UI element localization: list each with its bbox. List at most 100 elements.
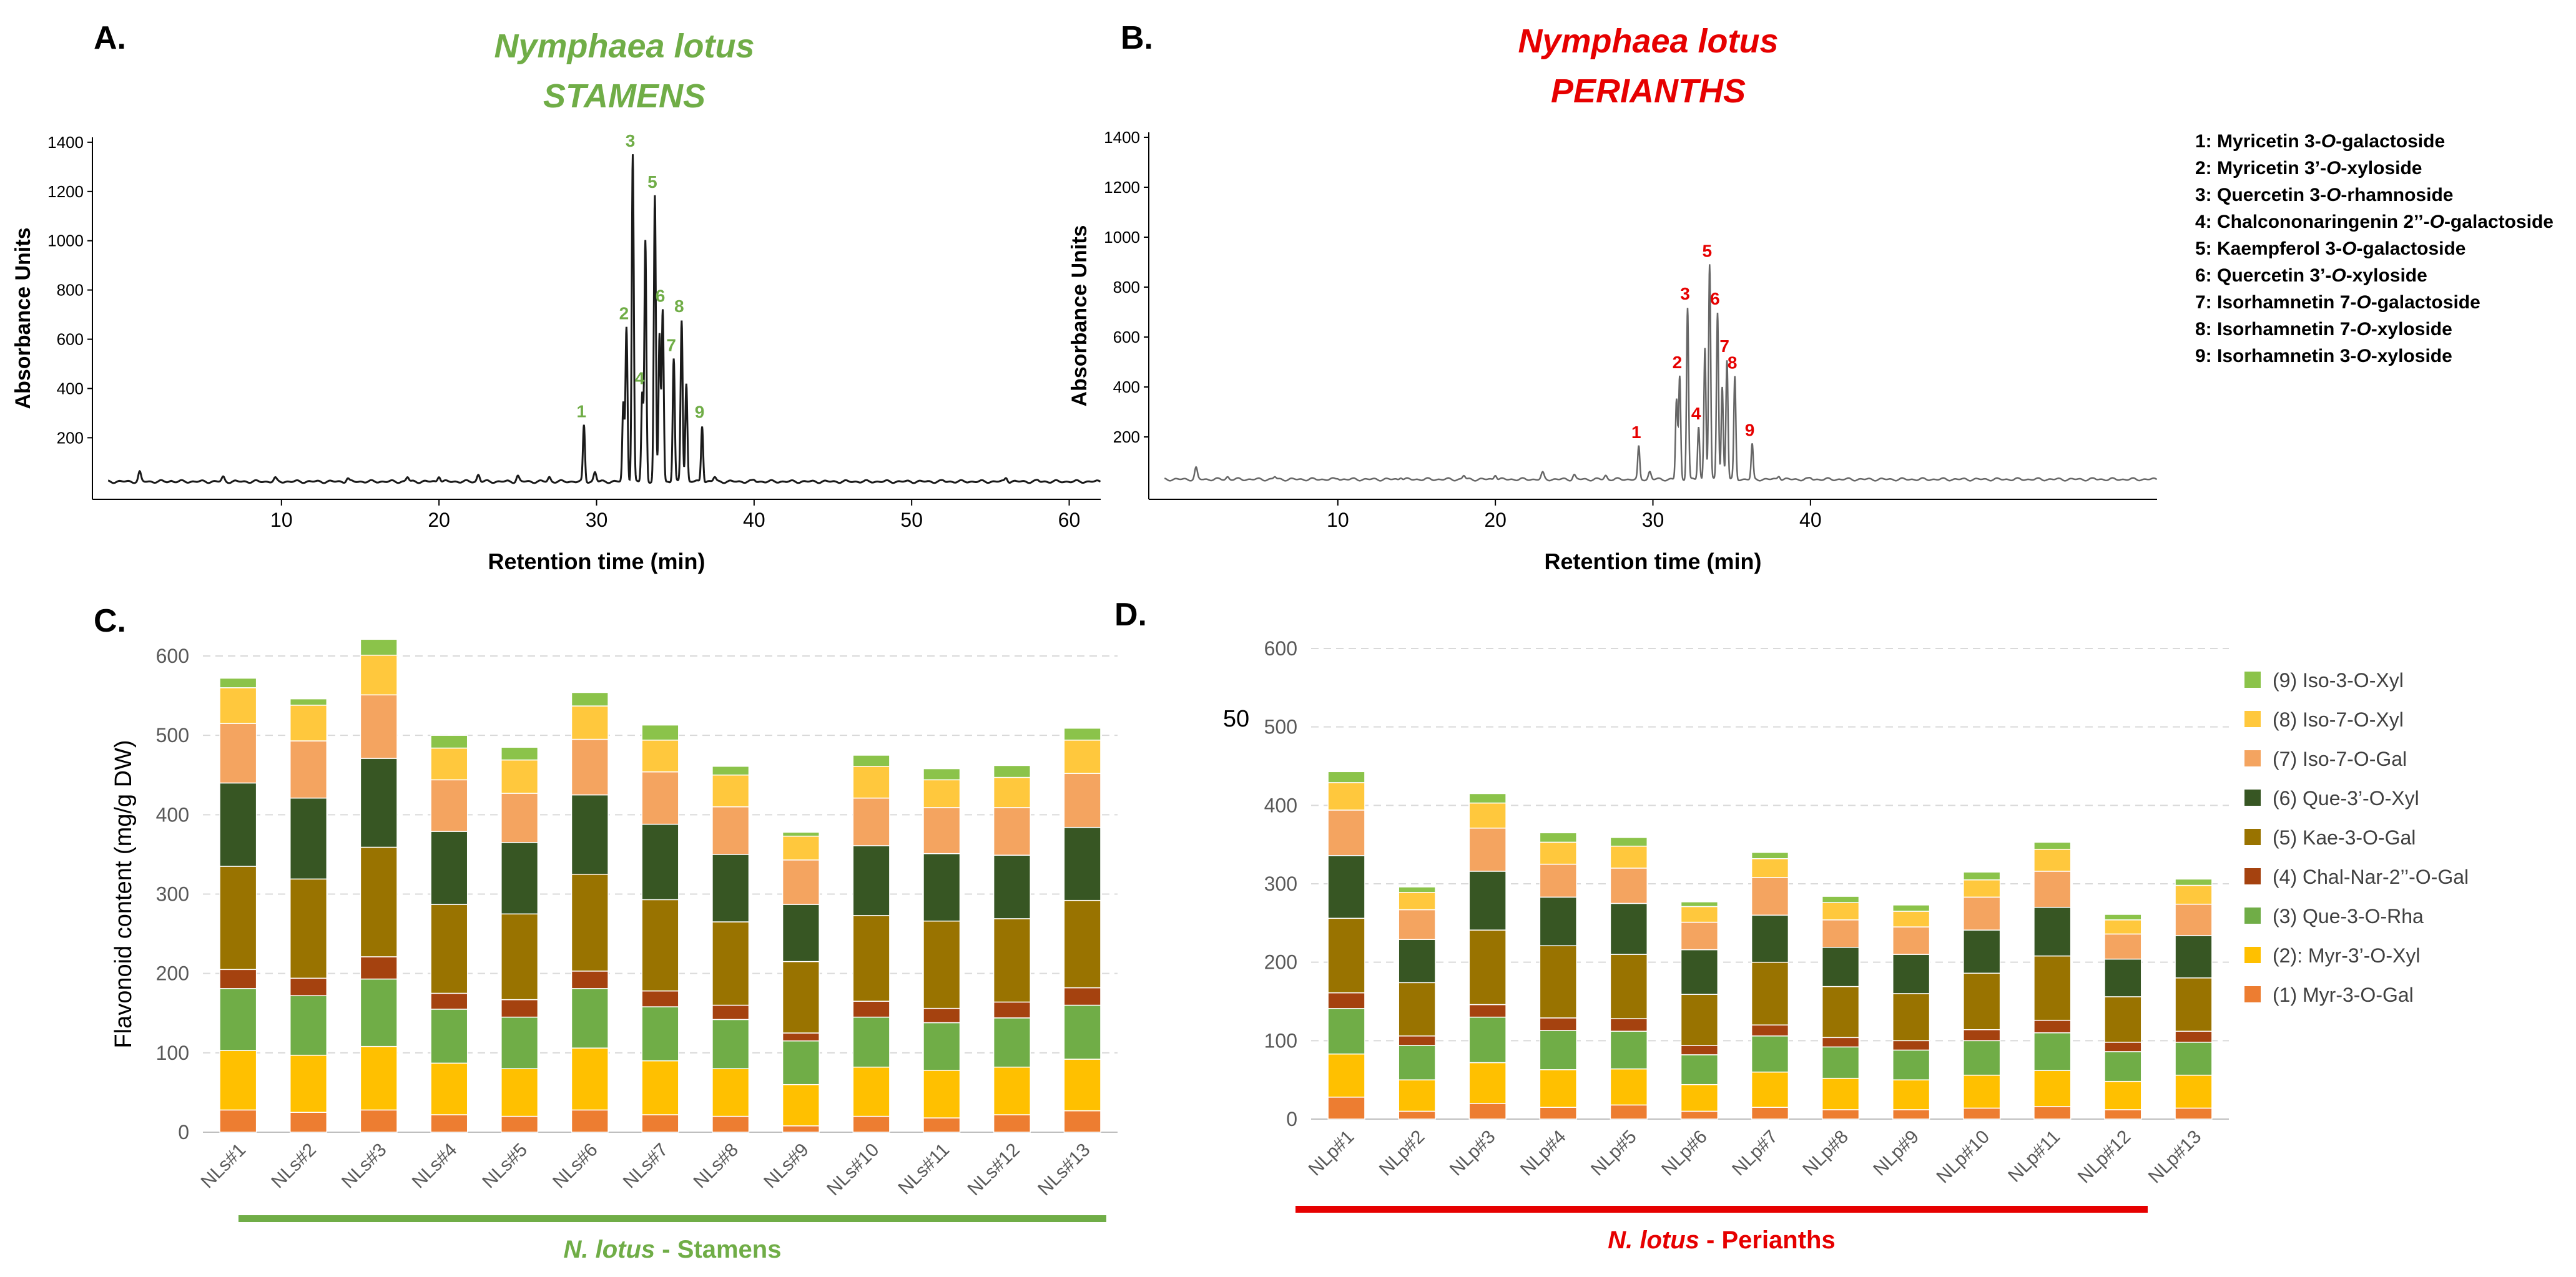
bar-chart-d: 0 100 200 300 400 500 600 NLp#1 NLp#2 NLp#3 NLp#4… [1223,637,2469,1254]
bar-segment [571,794,609,875]
bar-segment [1063,740,1101,774]
bar-segment [1398,909,1436,940]
bar-segment [430,831,468,905]
bar-segment [1327,1053,1365,1098]
bar-segment [712,1068,750,1117]
y-tick-label: 800 [1113,278,1140,296]
x-tick-label: NLp#11 [2004,1127,2064,1186]
bar-chart-d-x-axis-label: N. lotus - Perianths [1608,1226,1836,1254]
peak-legend-number: 8: [2195,319,2217,340]
bar-segment [2104,1042,2142,1052]
bar-segment [1963,1029,2001,1042]
bar-segment [219,988,257,1051]
peak-legend-item: 5: Kaempferol 3-O-galactoside [2195,238,2465,259]
bar-segment [1327,810,1365,856]
x-tick-label: NLs#7 [619,1140,672,1193]
peak-label-3: 3 [1680,284,1690,303]
bar-segment [1680,921,1719,951]
bar-segment [852,845,890,916]
bar-segment [1327,771,1365,783]
bar-segment [2104,1080,2142,1110]
y-tick-label: 1400 [1104,128,1140,147]
peak-label-5: 5 [647,172,657,192]
x-tick-label: NLp#10 [1933,1127,1994,1188]
chromatogram-b-peak-labels: 1 2 3 4 5 6 78 9 [1631,241,1754,441]
bar-segment [1892,926,1930,955]
chromatogram-a-axes: 200 400 600 800 1000 1200 1400 10 20 30 40 50 60 [47,133,1101,531]
bar-segment [641,823,679,901]
bar-segment [1892,1040,1930,1051]
bar-segment [1063,987,1101,1006]
bar-segment [993,854,1031,919]
bar-segment [2175,935,2213,979]
bar-chart-c-grid: 0 100 200 300 400 500 600 [156,645,1118,1143]
bar-segment [1539,896,1577,947]
bar-segment [1751,1071,1789,1108]
x-tick-label: 10 [1327,509,1349,531]
chromatogram-b-axes: 200 400 600 800 1000 1200 1400 10 20 30 40 [1104,128,2157,531]
bar-segment [501,913,539,1001]
bar-segment [1539,1030,1577,1070]
bar-segment [852,1066,890,1117]
y-tick-label: 800 [57,281,84,300]
bar-segment [1327,917,1365,994]
bar-segment [1610,1030,1648,1070]
bar-segment [1063,1110,1101,1133]
bar-segment [2175,1030,2213,1043]
bar-segment [1398,1045,1436,1080]
x-tick-label: 20 [428,509,450,531]
bar-segment [712,854,750,922]
x-tick-label: 60 [1058,509,1081,531]
bar-segment [1751,1035,1789,1073]
bar-segment [1963,929,2001,974]
bar-segment [289,698,328,706]
x-tick-label: NLs#10 [823,1140,883,1200]
bar-segment [219,1050,257,1111]
peak-legend-item: 6: Quercetin 3’-O-xyloside [2195,265,2427,286]
peak-legend-number: 4: [2195,212,2217,232]
bar-segment [501,999,539,1018]
bar-segment [501,793,539,843]
bar-segment [1398,939,1436,984]
legend-label: (6) Que-3’-O-Xyl [2273,787,2419,810]
peak-legend-suffix: -galactoside [2371,292,2480,313]
bar-segment [1821,896,1860,903]
bar-chart-d-x-ticks: NLp#1 NLp#2 NLp#3 NLp#4 NLp#5 NLp#6 NLp#7 NLp#8… [1305,1127,2206,1188]
chromatogram-a-x-axis-label: Retention time (min) [488,549,705,574]
x-tick-label: 20 [1484,509,1507,531]
x-tick-label: NLs#3 [338,1140,391,1193]
x-tick-label: NLs#6 [549,1140,602,1193]
bar-segment [571,1047,609,1111]
y-tick-label: 500 [156,724,189,746]
bar-segment [923,768,961,781]
bar-segment [782,1125,820,1133]
bar-chart-c: 0 100 200 300 400 500 600 NLs#1 NLs#2 NLs#3 NLs#4… [111,638,1118,1263]
x-tick-label: NLp#4 [1517,1127,1570,1180]
bar-segment [360,758,398,848]
bar-segment [1468,1004,1507,1018]
y-tick-label: 0 [178,1121,189,1143]
legend-label: (5) Kae-3-O-Gal [2273,826,2416,849]
legend-label: (4) Chal-Nar-2’’-O-Gal [2273,866,2469,888]
bar-segment [1539,1069,1577,1108]
bar-segment [2033,1019,2072,1034]
bar-chart-d-y-axis-label: 50 [1223,706,1249,732]
bar-segment [2104,996,2142,1043]
bar-chart-c-bars [219,638,1101,1133]
bar-segment [712,806,750,855]
bar-segment [360,956,398,980]
bar-segment [1398,982,1436,1037]
bar-segment [430,992,468,1010]
bar-segment [1751,914,1789,963]
bar-segment [782,859,820,905]
bar-segment [641,771,679,825]
peak-label-7: 7 [666,335,676,355]
bar-segment [219,866,257,971]
legend-swatch [2244,672,2261,688]
bar-segment [1892,911,1930,927]
y-tick-label: 200 [1113,428,1140,446]
peak-legend-suffix: -galactoside [2444,212,2554,232]
stamens-underline [238,1215,1106,1222]
bar-segment [1610,837,1648,847]
